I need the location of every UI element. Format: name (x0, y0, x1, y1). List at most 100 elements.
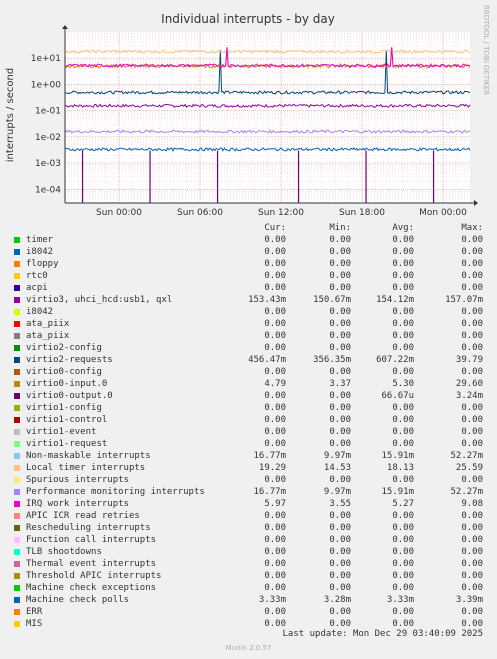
y-tick-label: 1e-01 (35, 107, 61, 117)
legend-label: Machine check polls (26, 595, 129, 605)
legend-row: Performance monitoring interrupts 16.77m 9… (0, 486, 497, 498)
legend-min-value: 0.00 (329, 391, 351, 401)
legend-min-value: 0.00 (329, 571, 351, 581)
legend-cur-value: 456.47m (248, 355, 286, 365)
legend-swatch (14, 525, 20, 531)
legend-avg-value: 0.00 (392, 439, 414, 449)
legend-label: ata_piix (26, 319, 70, 329)
legend-avg-value: 0.00 (392, 415, 414, 425)
header-min: Min: (329, 223, 351, 233)
legend-min-value: 0.00 (329, 535, 351, 545)
legend-swatch (14, 453, 20, 459)
legend-row: Thermal event interrupts 0.00 0.00 0.00 0.00 (0, 558, 497, 570)
legend-avg-value: 0.00 (392, 547, 414, 557)
legend-label: virtio1-config (26, 403, 102, 413)
legend-min-value: 0.00 (329, 307, 351, 317)
legend-swatch (14, 393, 20, 399)
y-axis-arrow (62, 25, 68, 29)
legend-max-value: 0.00 (461, 475, 483, 485)
legend-swatch (14, 321, 20, 327)
legend-label: Thermal event interrupts (26, 559, 157, 569)
legend-avg-value: 0.00 (392, 259, 414, 269)
y-axis-label: interrupts / second (5, 68, 16, 162)
legend-swatch (14, 405, 20, 411)
legend-avg-value: 0.00 (392, 343, 414, 353)
legend-row: virtio0-output.0 0.00 0.00 66.67u 3.24m (0, 390, 497, 402)
legend-table: Cur: Min: Avg: Max: timer 0.00 0.00 0.00 0.0… (0, 222, 497, 630)
legend-avg-value: 0.00 (392, 523, 414, 533)
legend-cur-value: 0.00 (264, 343, 286, 353)
legend-row: APIC ICR read retries 0.00 0.00 0.00 0.00 (0, 510, 497, 522)
legend-max-value: 0.00 (461, 271, 483, 281)
legend-label: Threshold APIC interrupts (26, 571, 162, 581)
legend-max-value: 3.24m (455, 391, 483, 401)
y-tick-label: 1e+00 (31, 80, 62, 90)
series-line (64, 50, 471, 95)
legend-max-value: 0.00 (461, 367, 483, 377)
legend-max-value: 0.00 (461, 571, 483, 581)
legend-label: ERR (26, 607, 43, 617)
header-max: Max: (461, 223, 483, 233)
legend-cur-value: 19.29 (258, 463, 286, 473)
legend-row: Local timer interrupts 19.29 14.53 18.13 25.… (0, 462, 497, 474)
legend-row: Non-maskable interrupts 16.77m 9.97m 15.91m… (0, 450, 497, 462)
legend-avg-value: 5.27 (392, 499, 414, 509)
legend-avg-value: 5.30 (392, 379, 414, 389)
legend-max-value: 25.59 (455, 463, 483, 473)
legend-max-value: 0.00 (461, 547, 483, 557)
legend-cur-value: 0.00 (264, 535, 286, 545)
legend-row: virtio2-config 0.00 0.00 0.00 0.00 (0, 342, 497, 354)
legend-min-value: 0.00 (329, 475, 351, 485)
legend-max-value: 0.00 (461, 319, 483, 329)
legend-label: timer (26, 235, 54, 245)
series-line (64, 147, 471, 152)
legend-min-value: 0.00 (329, 523, 351, 533)
legend-avg-value: 0.00 (392, 403, 414, 413)
legend-row: TLB shootdowns 0.00 0.00 0.00 0.00 (0, 546, 497, 558)
legend-min-value: 0.00 (329, 619, 351, 629)
legend-max-value: 0.00 (461, 283, 483, 293)
y-tick-label: 1e+01 (31, 54, 61, 64)
legend-row: i8042 0.00 0.00 0.00 0.00 (0, 306, 497, 318)
legend-cur-value: 0.00 (264, 475, 286, 485)
legend-swatch (14, 333, 20, 339)
legend-max-value: 29.60 (455, 379, 483, 389)
legend-max-value: 0.00 (461, 307, 483, 317)
legend-max-value: 3.39m (455, 595, 483, 605)
legend-max-value: 0.00 (461, 403, 483, 413)
x-tick-label: Sun 12:00 (258, 208, 304, 218)
header-avg: Avg: (392, 223, 414, 233)
legend-avg-value: 154.12m (376, 295, 414, 305)
legend-label: rtc0 (26, 271, 48, 281)
legend-avg-value: 0.00 (392, 535, 414, 545)
legend-cur-value: 4.79 (264, 379, 286, 389)
legend-max-value: 0.00 (461, 331, 483, 341)
legend-min-value: 3.28m (323, 595, 351, 605)
legend-label: virtio3, uhci_hcd:usb1, qxl (26, 295, 173, 305)
legend-label: virtio1-event (26, 427, 97, 437)
y-tick-label: 1e-03 (35, 159, 61, 169)
legend-swatch (14, 429, 20, 435)
legend-swatch (14, 573, 20, 579)
legend-avg-value: 0.00 (392, 427, 414, 437)
legend-max-value: 157.07m (445, 295, 483, 305)
legend-avg-value: 3.33m (386, 595, 414, 605)
legend-cur-value: 3.33m (258, 595, 286, 605)
legend-min-value: 0.00 (329, 511, 351, 521)
legend-swatch (14, 369, 20, 375)
last-update-text: Last update: Mon Dec 29 03:40:09 2025 (282, 629, 483, 639)
legend-swatch (14, 585, 20, 591)
legend-label: TLB shootdowns (26, 547, 102, 557)
legend-min-value: 0.00 (329, 403, 351, 413)
legend-min-value: 0.00 (329, 343, 351, 353)
legend-avg-value: 15.91m (381, 487, 414, 497)
legend-cur-value: 0.00 (264, 259, 286, 269)
legend-avg-value: 0.00 (392, 331, 414, 341)
legend-max-value: 0.00 (461, 559, 483, 569)
legend-avg-value: 0.00 (392, 583, 414, 593)
legend-cur-value: 0.00 (264, 391, 286, 401)
legend-avg-value: 0.00 (392, 559, 414, 569)
legend-min-value: 0.00 (329, 427, 351, 437)
legend-swatch (14, 345, 20, 351)
legend-cur-value: 0.00 (264, 235, 286, 245)
